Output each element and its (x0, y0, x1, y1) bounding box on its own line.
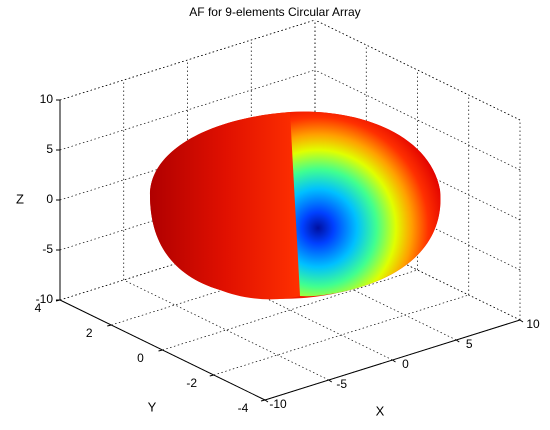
x-tick-label: -5 (336, 377, 347, 391)
x-tick-mark (264, 399, 269, 403)
y-tick-mark (260, 399, 266, 402)
grid-line (162, 269, 418, 351)
z-tick-label: 0 (46, 192, 53, 206)
box-edge (59, 19, 316, 101)
grid-line (59, 219, 316, 301)
x-axis-label: X (376, 403, 385, 418)
grid-line (59, 169, 316, 251)
x-tick-label: -10 (269, 397, 287, 411)
z-tick-label: -5 (42, 242, 53, 256)
y-tick-label: 0 (137, 351, 144, 365)
y-tick-label: 4 (35, 301, 42, 315)
x-tick-mark (328, 379, 333, 383)
y-tick-mark (158, 349, 163, 352)
x-tick-mark (519, 319, 524, 323)
x-tick-label: 10 (526, 317, 540, 331)
chart-title: AF for 9-elements Circular Array (189, 5, 360, 19)
z-tick-label: -10 (36, 292, 54, 306)
x-tick-label: 0 (402, 357, 409, 371)
grid-line (59, 119, 316, 201)
grid-line (59, 69, 316, 151)
surface (150, 111, 441, 300)
y-tick-label: -4 (238, 401, 249, 415)
z-axis-label: Z (16, 191, 24, 206)
surface-cut-face (290, 111, 441, 297)
y-tick-label: 2 (86, 326, 93, 340)
grid-line (213, 294, 469, 376)
surface-outer-face (150, 112, 300, 300)
x-tick-mark (392, 359, 396, 363)
grid-line (111, 244, 367, 326)
y-tick-mark (209, 374, 214, 377)
z-tick-label: 5 (46, 142, 53, 156)
y-axis-label: Y (148, 399, 157, 414)
z-tick-label: 10 (40, 92, 54, 106)
y-tick-label: -2 (186, 376, 197, 390)
y-tick-mark (107, 324, 112, 327)
x-tick-mark (455, 339, 460, 343)
x-tick-label: 5 (466, 337, 473, 351)
